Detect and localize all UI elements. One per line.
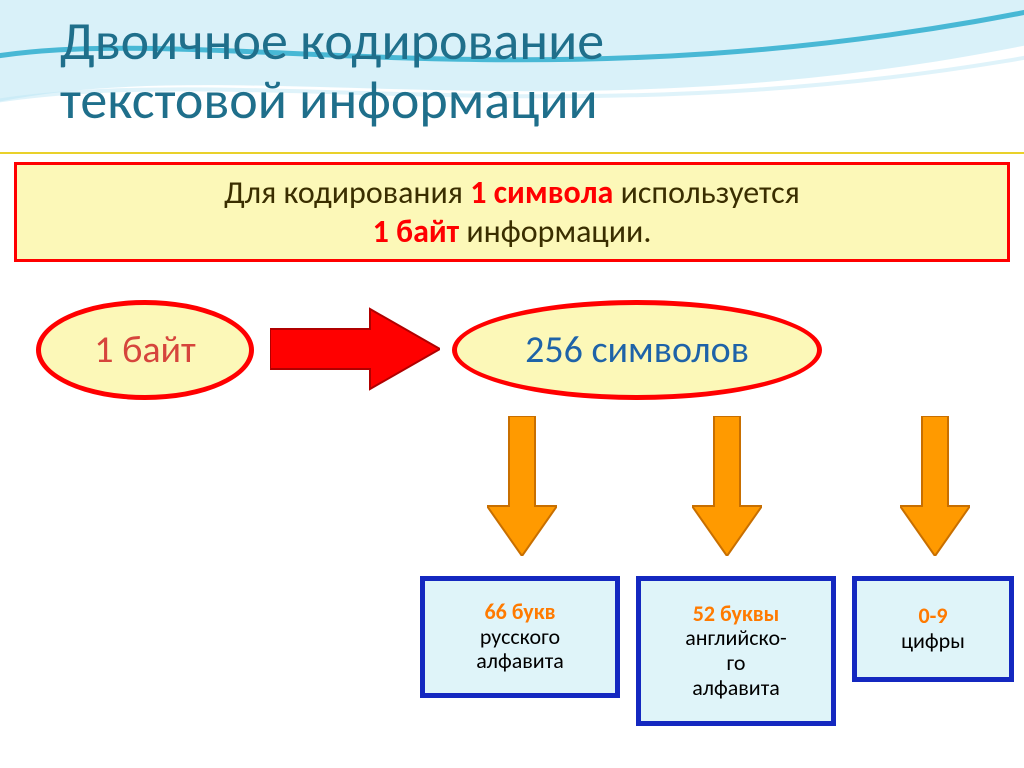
box-digits-num: 0-9 — [918, 604, 947, 629]
ellipse-symbols: 256 символов — [452, 300, 822, 400]
box-english-l3: алфавита — [692, 676, 780, 701]
page-title: Двоичное кодирование текстовой информаци… — [60, 12, 960, 131]
box-digits-l1: цифры — [901, 629, 965, 654]
box-russian-num: 66 букв — [485, 600, 556, 625]
banner-line2-post: информации. — [459, 212, 651, 251]
arrow-right-icon — [270, 304, 440, 394]
banner-line1-pre: Для кодирования — [224, 173, 470, 212]
box-russian-l2: алфавита — [476, 649, 564, 674]
box-english-num: 52 буквы — [693, 602, 780, 627]
banner-line-2: 1 байт информации. — [373, 212, 652, 251]
arrow-down-icon — [487, 416, 557, 556]
box-english-l1: английско- — [685, 626, 787, 651]
ellipse-symbols-text: 256 символов — [525, 327, 749, 373]
title-underline — [0, 152, 1024, 154]
box-russian-l1: русского — [480, 625, 560, 650]
box-english-l2: го — [727, 651, 746, 676]
banner-line2-em: 1 байт — [373, 212, 460, 251]
arrow-down-icon — [900, 416, 970, 556]
box-russian: 66 букв русского алфавита — [420, 576, 620, 698]
banner-line1-em: 1 символа — [470, 173, 613, 212]
box-digits: 0-9 цифры — [852, 576, 1014, 682]
info-banner: Для кодирования 1 символа используется 1… — [14, 162, 1010, 262]
arrow-down-icon — [692, 416, 762, 556]
title-line2: текстовой информации — [60, 71, 960, 130]
ellipse-byte: 1 байт — [36, 300, 254, 400]
title-line1: Двоичное кодирование — [60, 12, 960, 71]
box-english: 52 буквы английско- го алфавита — [636, 576, 836, 726]
banner-line1-post: используется — [613, 173, 799, 212]
ellipse-byte-text: 1 байт — [94, 327, 196, 373]
banner-line-1: Для кодирования 1 символа используется — [224, 173, 800, 212]
